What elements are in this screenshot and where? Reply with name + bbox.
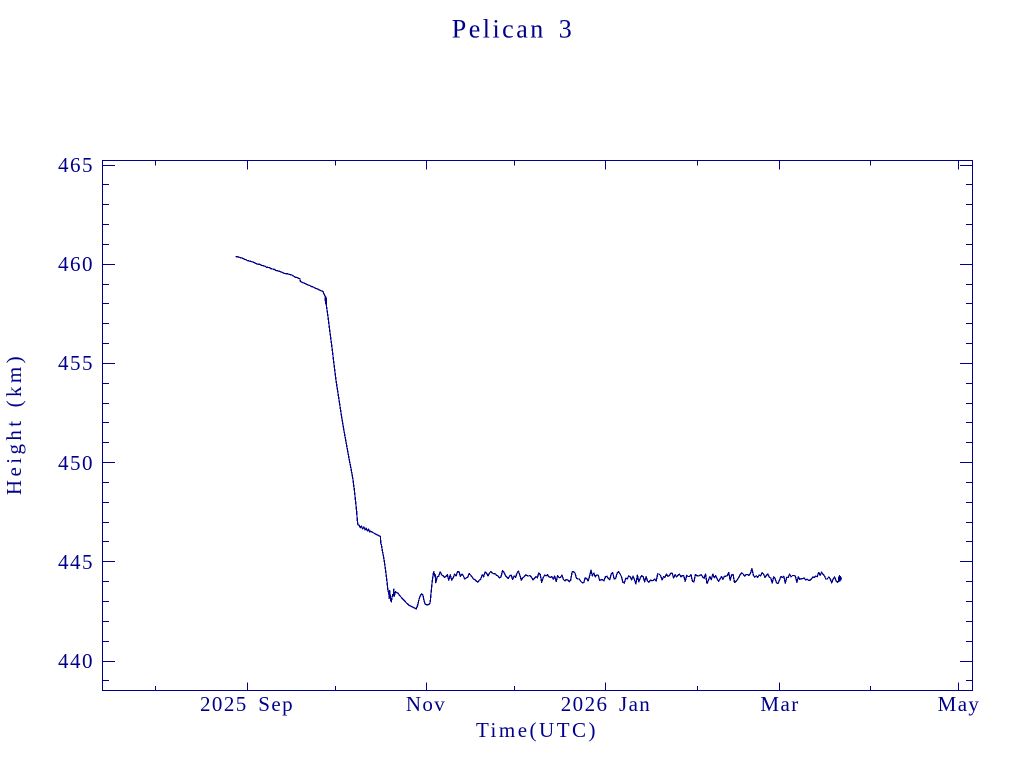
svg-text:455: 455 (58, 351, 94, 375)
svg-text:465: 465 (58, 153, 94, 177)
svg-text:460: 460 (58, 252, 94, 276)
svg-text:Time(UTC): Time(UTC) (476, 718, 598, 742)
svg-text:450: 450 (58, 451, 94, 475)
svg-text:445: 445 (58, 550, 94, 574)
svg-text:May: May (938, 692, 981, 716)
svg-text:440: 440 (58, 649, 94, 673)
svg-text:Nov: Nov (406, 692, 446, 716)
svg-text:Pelican 3: Pelican 3 (452, 15, 575, 44)
svg-text:Height (km): Height (km) (2, 353, 26, 495)
svg-text:2025 Sep: 2025 Sep (200, 692, 294, 716)
svg-text:Mar: Mar (760, 692, 799, 716)
svg-text:2026 Jan: 2026 Jan (561, 692, 651, 716)
